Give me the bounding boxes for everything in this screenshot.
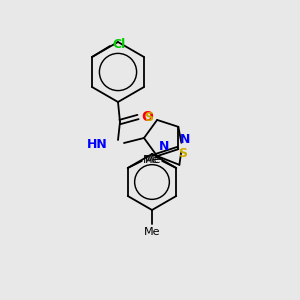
Text: S: S [178, 147, 187, 160]
Text: HN: HN [87, 137, 108, 151]
Text: Me: Me [144, 227, 160, 237]
Text: Me: Me [143, 155, 159, 165]
Text: N: N [159, 140, 169, 153]
Text: Me: Me [145, 155, 161, 165]
Text: O: O [141, 110, 153, 124]
Text: S: S [144, 111, 153, 124]
Text: N: N [180, 133, 191, 146]
Text: Cl: Cl [112, 38, 125, 50]
